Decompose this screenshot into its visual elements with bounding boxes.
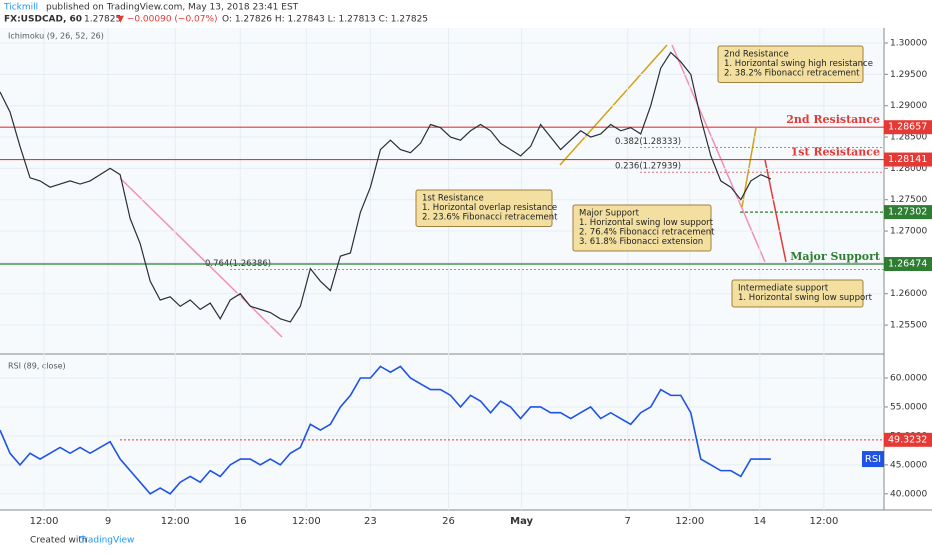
y-tick-label: 1.25500 (890, 321, 927, 331)
x-tick-label: 12:00 (675, 516, 704, 527)
annotation-text: 2nd Resistance (724, 50, 789, 60)
annotation-text: 1. Horizontal swing low support (579, 218, 714, 228)
x-tick-label: 26 (442, 516, 455, 527)
y-tick-label: 1.28500 (890, 133, 927, 143)
ohlc: O: 1.27826 H: 1.27843 L: 1.27813 C: 1.27… (222, 15, 428, 25)
x-tick-label: 14 (753, 516, 766, 527)
arrow (671, 44, 766, 263)
annotation-text: 2. 38.2% Fibonacci retracement (724, 69, 860, 79)
y-tick-label: 1.29500 (890, 70, 927, 80)
change: ▼ −0.00090 (−0.07%) (117, 15, 218, 25)
y-tick-label: 1.30000 (890, 39, 927, 49)
level-name: 1st Resistance (791, 146, 880, 159)
fib-label: 0.236(1.27939) (615, 162, 681, 172)
y-tick-label: 40.0000 (890, 489, 927, 499)
annotation-box (572, 204, 712, 252)
price-box (884, 432, 932, 447)
arrow (559, 44, 668, 166)
arrow (764, 159, 787, 263)
published: published on TradingView.com, May 13, 20… (46, 3, 299, 13)
annotation-text: 2. 76.4% Fibonacci retracement (579, 228, 715, 238)
price-box (884, 257, 932, 272)
price-label: 1.28657 (888, 122, 927, 133)
x-tick-label: May (510, 516, 533, 527)
annotation-text: 2. 23.6% Fibonacci retracement (422, 213, 558, 223)
y-tick-label: 1.27000 (890, 227, 927, 237)
indicator-label: Ichimoku (9, 26, 52, 26) (8, 32, 104, 41)
level-name: Major Support (790, 250, 881, 263)
y-tick-label: 1.27500 (890, 195, 927, 205)
x-tick-label: 12:00 (810, 516, 839, 527)
footer: Created with (30, 536, 88, 546)
legend-box (862, 451, 884, 468)
y-tick-label: 1.29000 (890, 101, 927, 111)
price-label: 1.26474 (888, 259, 927, 270)
annotation-text: 1st Resistance (422, 194, 484, 204)
legend-label: RSI (865, 454, 881, 465)
x-tick-label: 12:00 (292, 516, 321, 527)
level-name: 2nd Resistance (786, 113, 880, 126)
y-tick-label: 45.0000 (890, 460, 927, 470)
arrows (119, 44, 787, 338)
arrow (119, 177, 283, 338)
author: Tickmill (3, 3, 38, 13)
plot-bg (0, 28, 884, 510)
annotation-text: 1. Horizontal swing high resistance (724, 59, 873, 69)
price-label: 49.3232 (888, 434, 927, 445)
series-line (0, 365, 771, 495)
x-tick-label: 16 (234, 516, 247, 527)
annotation-text: 1. Horizontal swing low support (738, 293, 873, 303)
annotation-text: 3. 61.8% Fibonacci extension (579, 237, 703, 247)
last: 1.27825 (84, 15, 121, 25)
x-tick-label: 12:00 (161, 516, 190, 527)
annotation-text: Intermediate support (738, 284, 829, 294)
annotation-box (717, 45, 864, 83)
price-box (884, 152, 932, 167)
price-label: 1.27302 (888, 207, 927, 218)
x-tick-label: 12:00 (30, 516, 59, 527)
y-tick-label: 1.28000 (890, 164, 927, 174)
price-box (884, 120, 932, 135)
y-tick-label: 60.0000 (890, 374, 927, 384)
annotation-box (415, 189, 553, 227)
x-tick-label: 7 (625, 516, 631, 527)
annotation-box (731, 279, 864, 308)
y-tick-label: 1.26000 (890, 289, 927, 299)
fib-label: 0.382(1.28333) (615, 137, 681, 147)
price-box (884, 205, 932, 220)
x-tick-label: 9 (105, 516, 111, 527)
annotation-text: 1. Horizontal overlap resistance (422, 203, 557, 213)
symbol: FX:USDCAD, 60 (4, 15, 82, 25)
x-tick-label: 23 (364, 516, 377, 527)
brand: TradingView (79, 536, 134, 546)
indicator-label: RSI (89, close) (8, 362, 66, 371)
y-tick-label: 55.0000 (890, 402, 927, 412)
series-line (0, 51, 772, 323)
price-label: 1.28141 (888, 154, 927, 165)
annotation-text: Major Support (579, 209, 640, 219)
